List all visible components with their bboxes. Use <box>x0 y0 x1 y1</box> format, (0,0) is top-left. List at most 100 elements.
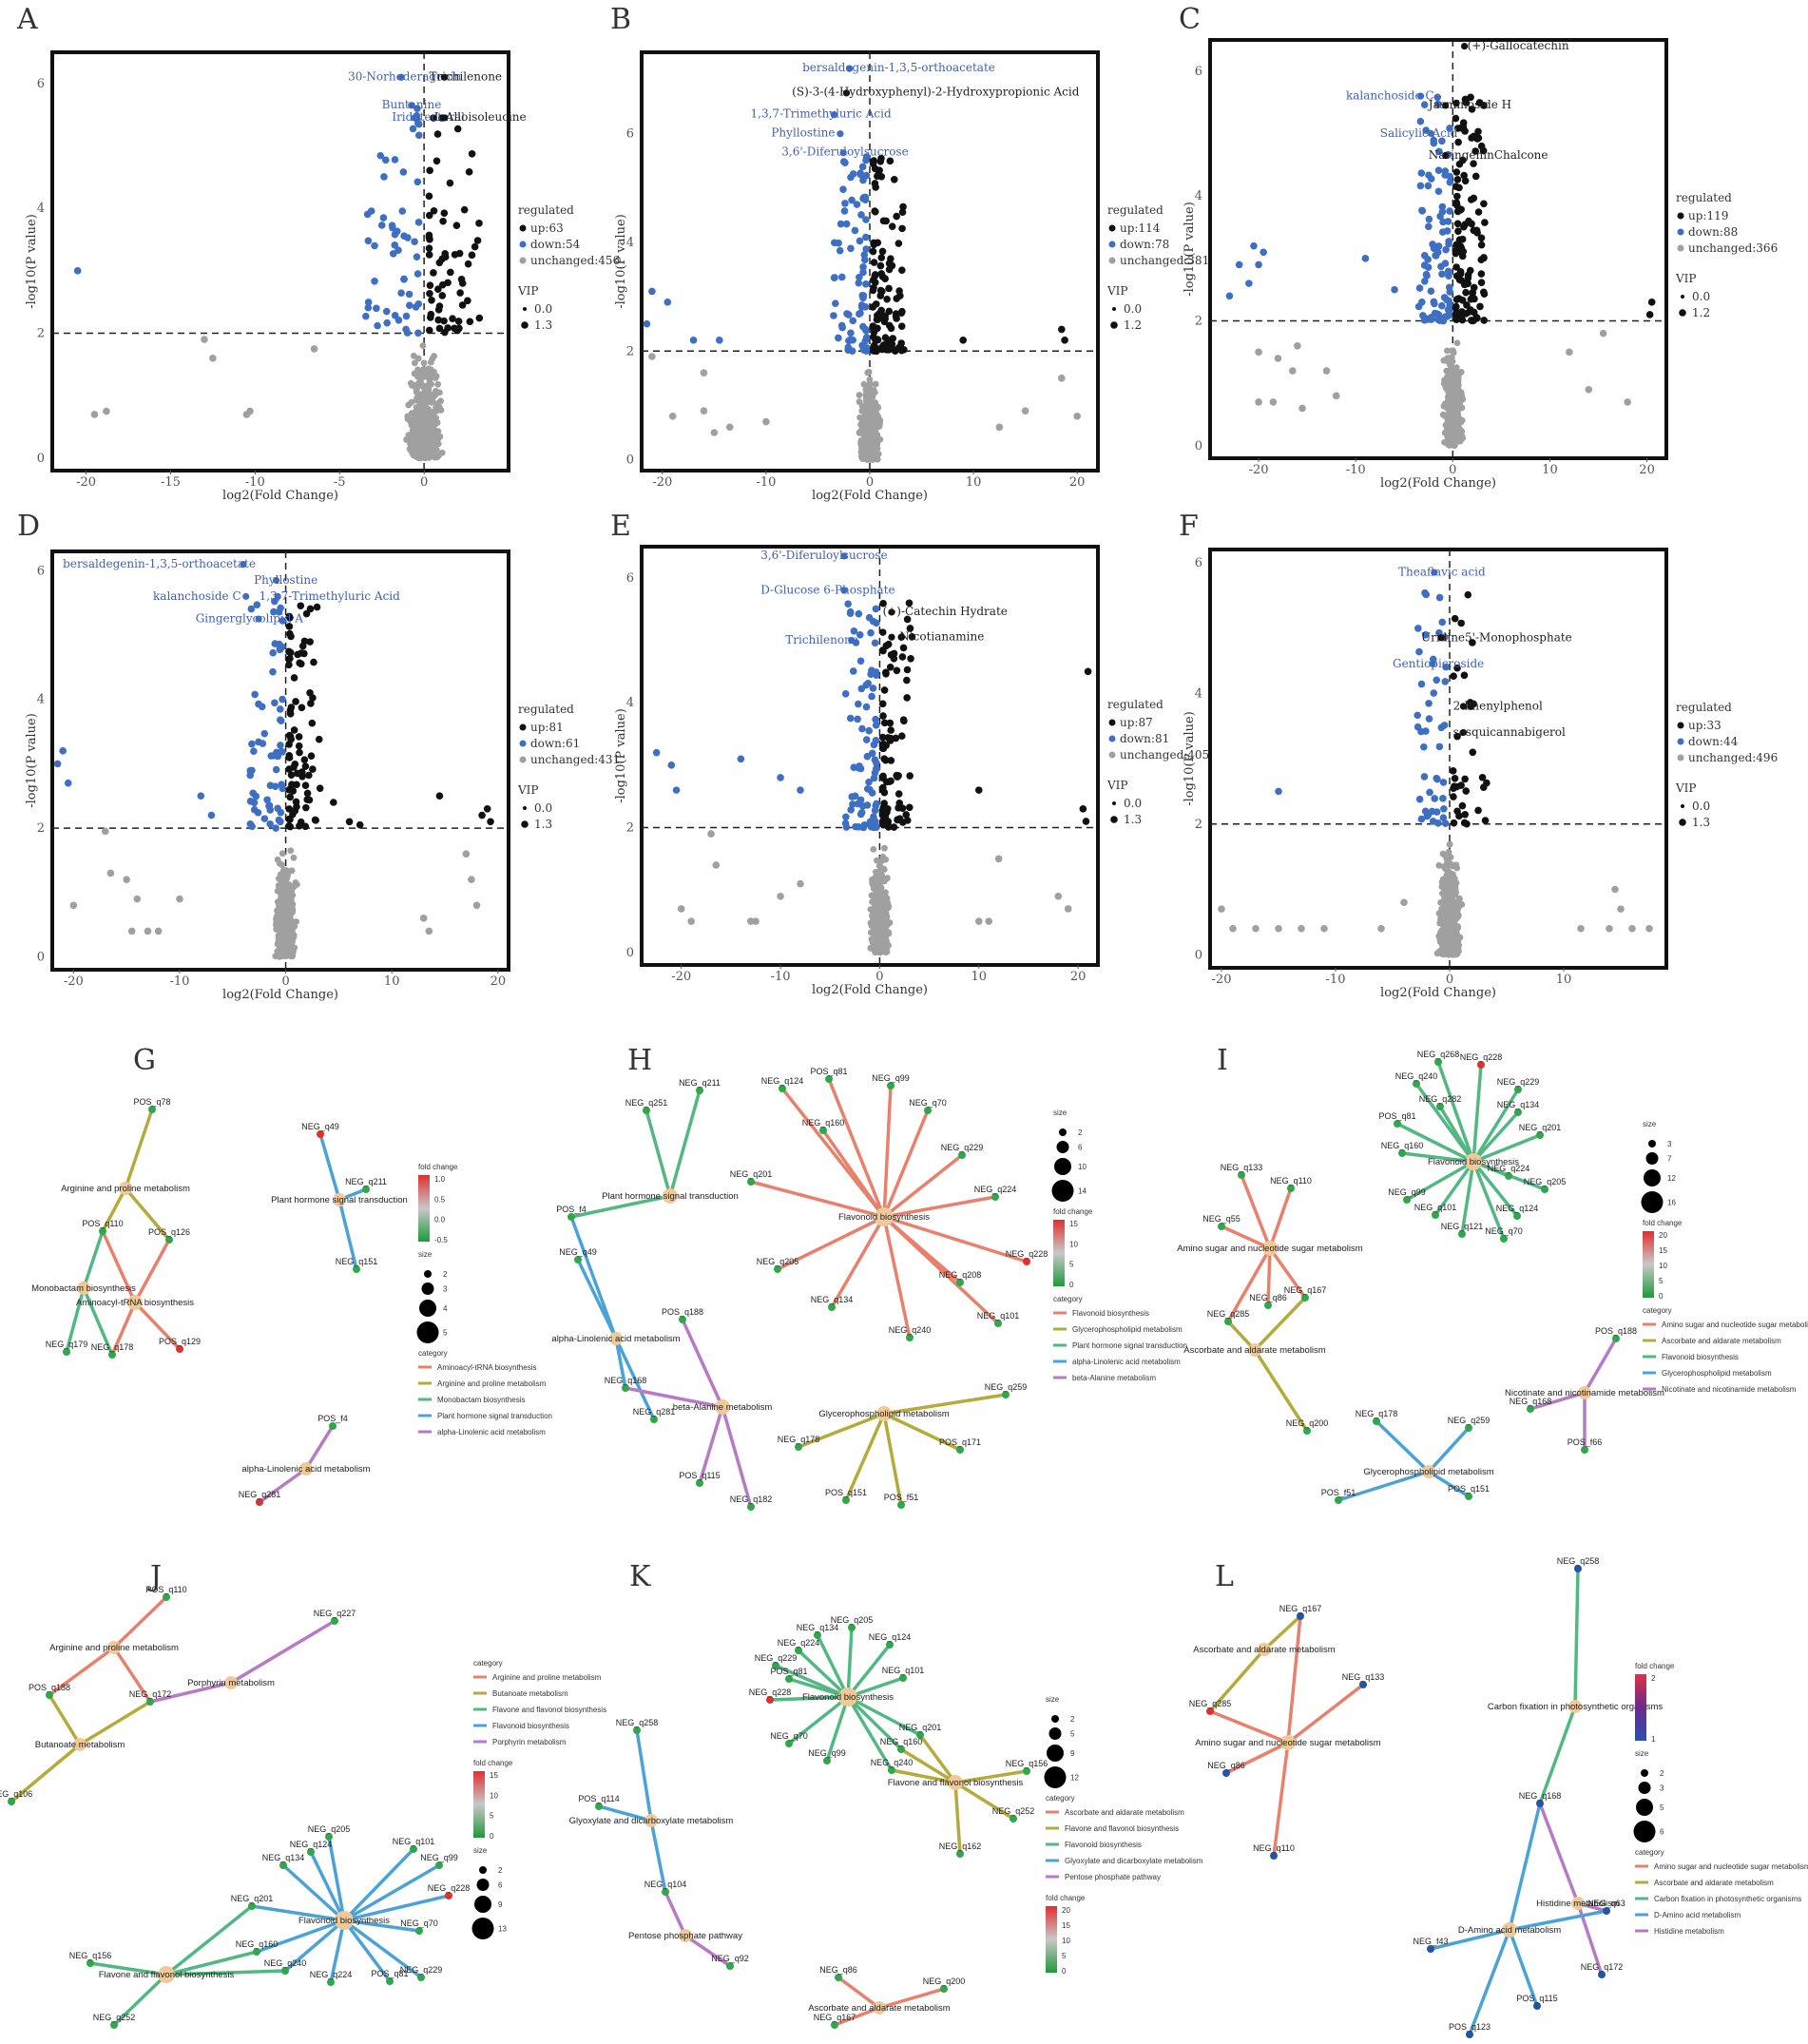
legend-vip-small-dot <box>1112 307 1116 311</box>
legend-dot-unchanged <box>1108 257 1116 264</box>
point-annotation: (+)-Catechin Hydrate <box>883 605 1008 618</box>
data-point-down <box>1416 117 1425 125</box>
metabolite-label: NEG_q86 <box>819 1965 857 1975</box>
data-point-down <box>251 690 259 699</box>
data-point-down <box>851 792 859 800</box>
fold-change-tick: 20 <box>1062 1906 1070 1915</box>
legend-dot-down <box>1677 228 1684 236</box>
data-point-outlier <box>762 417 770 426</box>
legend-dot-up <box>1677 722 1684 729</box>
network-edge <box>78 1700 152 1746</box>
data-point-up <box>1460 171 1468 180</box>
data-point-down <box>863 752 872 761</box>
metabolite-label: NEG_q227 <box>314 1609 356 1618</box>
data-point-down <box>414 329 422 337</box>
metabolite-node <box>1541 1186 1548 1193</box>
data-point-up <box>906 772 914 780</box>
data-point-up <box>879 744 888 752</box>
panel-label: D <box>17 510 40 543</box>
data-point-unchanged <box>1455 896 1463 902</box>
pathway-label: beta-Alanine metabolism <box>673 1402 773 1413</box>
data-point-unchanged <box>416 376 424 384</box>
network-edge <box>664 1890 687 1938</box>
metabolite-node <box>1335 1496 1342 1504</box>
data-point-down <box>859 268 867 277</box>
data-point-up <box>1452 99 1460 107</box>
data-point-outlier <box>700 407 708 415</box>
legend-label-up: up:63 <box>530 222 564 235</box>
data-point-down <box>859 292 868 299</box>
data-point-down <box>271 782 279 791</box>
point-annotation: Trichilenone <box>429 70 502 84</box>
data-point-up <box>425 211 433 220</box>
data-point-up <box>877 154 885 163</box>
data-point-outlier <box>1606 924 1613 933</box>
metabolite-label: NEG_q229 <box>941 1143 984 1152</box>
metabolite-label: POS_q151 <box>825 1488 867 1497</box>
metabolite-label: NEG_q70 <box>770 1731 808 1741</box>
network-edge <box>82 1229 105 1290</box>
data-point-unchanged <box>432 421 438 428</box>
data-point-up <box>878 700 887 708</box>
point-annotation: Phyllostine <box>254 573 317 587</box>
network-edge <box>318 1132 341 1202</box>
data-point-outlier <box>643 319 651 328</box>
metabolite-node <box>848 1624 856 1631</box>
data-point-up <box>464 297 471 305</box>
data-point-outlier <box>687 917 695 925</box>
data-point-down <box>373 304 380 313</box>
metabolite-node <box>46 1691 53 1699</box>
legend-vip-small: 0.0 <box>534 801 552 815</box>
x-tick-label: -20 <box>652 475 672 490</box>
data-point-up <box>1468 220 1475 228</box>
size-legend-label: 10 <box>1078 1163 1087 1171</box>
metabolite-node <box>1224 1318 1232 1325</box>
data-point-down <box>854 715 861 723</box>
size-legend-label: 2 <box>443 1270 448 1279</box>
metabolite-label: NEG_q205 <box>1524 1177 1567 1186</box>
legend-dot-up <box>519 723 527 731</box>
size-legend-circle <box>1633 1821 1656 1842</box>
data-point-down <box>398 207 407 215</box>
legend-label-unchanged: unchanged:366 <box>1688 241 1778 255</box>
legend-vip-large: 1.2 <box>1124 318 1142 332</box>
data-point-down <box>872 801 880 810</box>
metabolite-label: NEG_q124 <box>761 1076 804 1086</box>
x-tick-label: 10 <box>1556 973 1572 987</box>
data-point-up <box>894 773 901 781</box>
data-point-down <box>389 250 397 258</box>
data-point-down <box>1433 93 1442 102</box>
data-point-up <box>898 208 907 216</box>
point-annotation: 3,6'-Diferuloylsucrose <box>781 145 908 159</box>
data-point-down <box>844 600 852 608</box>
data-point-up <box>1476 302 1484 311</box>
data-point-up <box>439 217 447 225</box>
category-legend-label: Ascorbate and aldarate metabolism <box>1065 1808 1184 1817</box>
data-point-down <box>1424 182 1433 190</box>
data-point-outlier <box>1058 375 1066 382</box>
data-point-up <box>1453 176 1462 183</box>
network-edge <box>1538 1802 1580 1905</box>
x-tick-label: 10 <box>1542 463 1558 477</box>
data-point-outlier <box>176 895 183 903</box>
data-point-down <box>260 815 269 822</box>
data-point-up <box>870 239 877 247</box>
data-point-outlier <box>1260 248 1267 257</box>
data-point-up <box>465 168 473 176</box>
data-point-outlier <box>1245 280 1253 287</box>
data-point-down <box>858 163 867 171</box>
metabolite-node <box>1598 1971 1606 1978</box>
data-point-down <box>868 789 876 797</box>
legend-dot-unchanged <box>1108 751 1116 759</box>
data-point-unchanged <box>1446 906 1453 914</box>
data-point-down <box>273 748 280 757</box>
data-point-outlier <box>472 901 481 910</box>
data-point-unchanged <box>875 423 883 430</box>
size-legend-circle <box>474 1896 491 1913</box>
data-point-down <box>857 685 866 693</box>
data-point-outlier <box>725 423 734 432</box>
data-point-outlier <box>1585 385 1593 394</box>
metabolite-node <box>1010 1815 1017 1822</box>
category-legend-title: category <box>1053 1295 1083 1303</box>
network-panel-I: I Flavonoid biosynthesis Amino sugar and n… <box>1177 1044 1808 1504</box>
